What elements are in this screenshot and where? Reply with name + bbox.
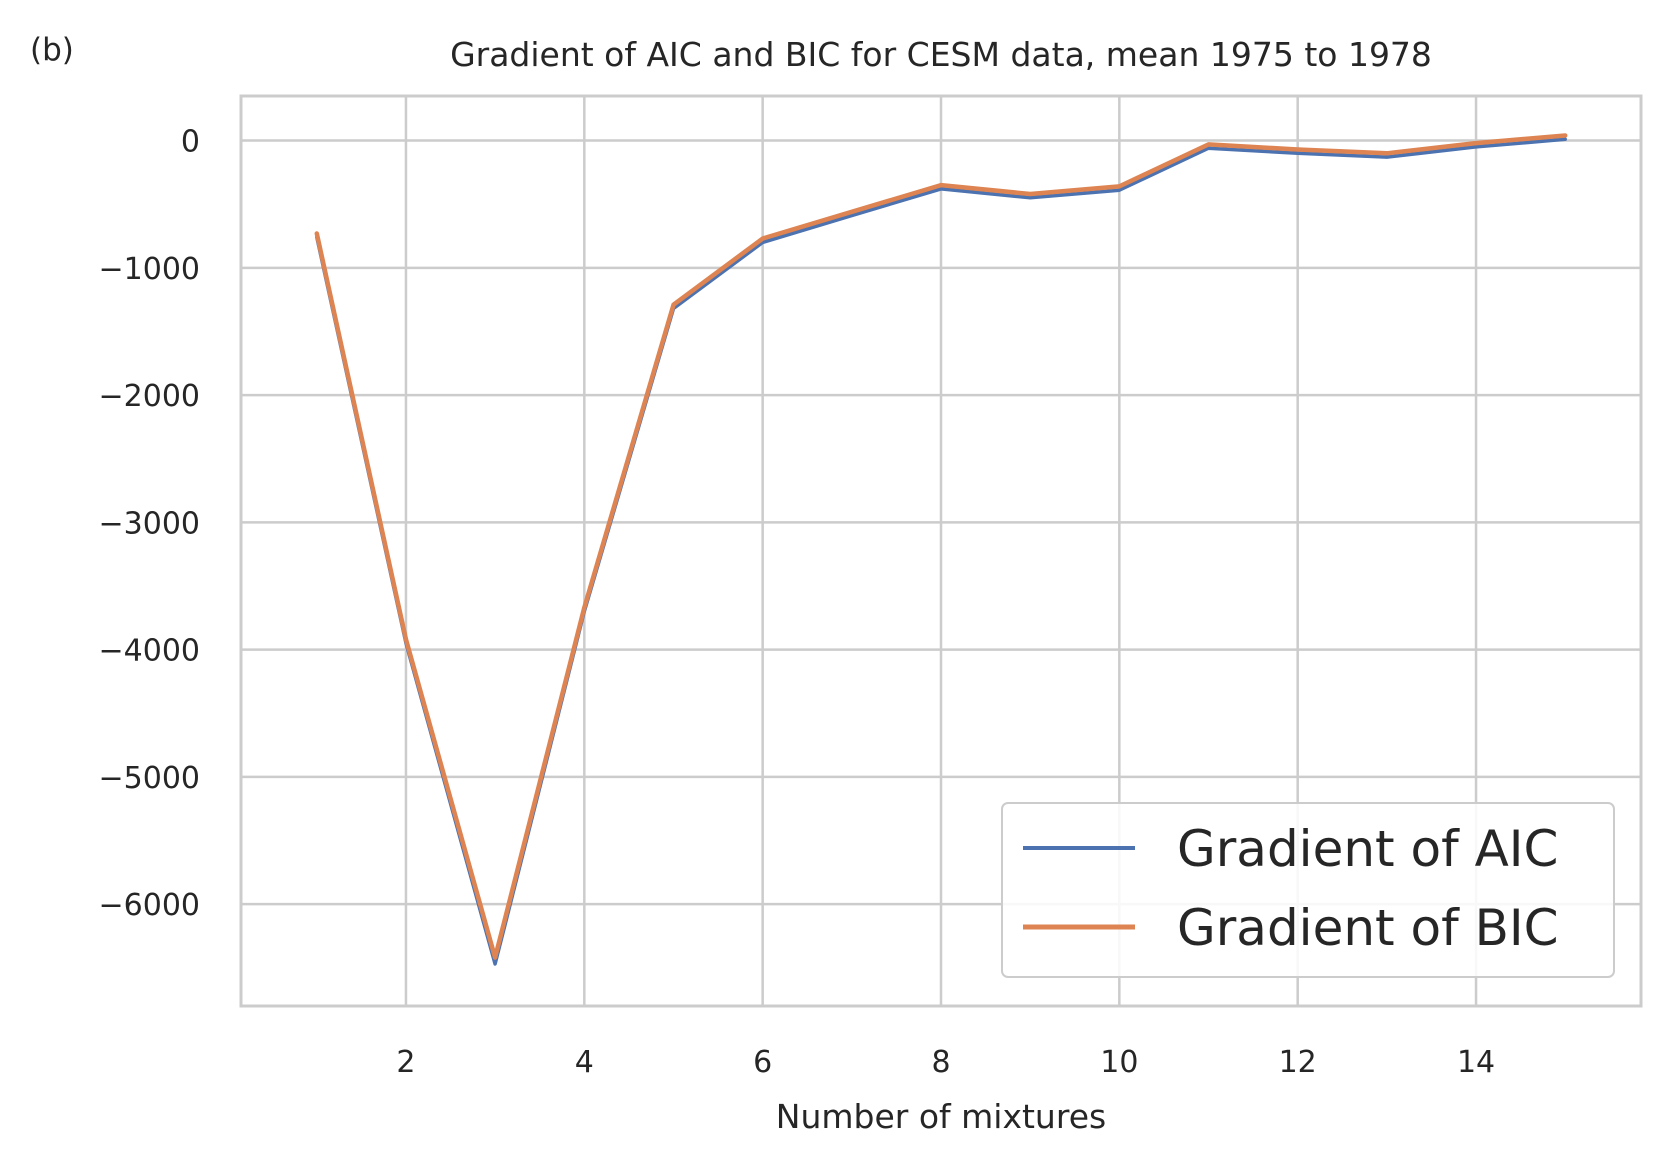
- y-axis-ticks: 0 −1000 −2000 −3000 −4000 −5000 −6000: [99, 125, 200, 924]
- x-tick-label: 12: [1279, 1045, 1317, 1080]
- y-tick-label: −1000: [99, 252, 200, 287]
- x-axis-label: Number of mixtures: [776, 1097, 1106, 1136]
- legend-label-aic: Gradient of AIC: [1177, 820, 1558, 878]
- x-tick-label: 2: [396, 1045, 415, 1080]
- legend-label-bic: Gradient of BIC: [1177, 899, 1559, 957]
- x-tick-label: 14: [1457, 1045, 1495, 1080]
- y-tick-label: 0: [181, 125, 200, 160]
- x-tick-label: 8: [931, 1045, 950, 1080]
- y-tick-label: −6000: [99, 888, 200, 923]
- legend-box: [1001, 802, 1615, 978]
- plot-frame: [239, 94, 1643, 1008]
- x-tick-label: 4: [575, 1045, 594, 1080]
- series-line-bic: [314, 133, 1568, 960]
- legend: Gradient of AIC Gradient of BIC: [1001, 802, 1615, 978]
- y-tick-label: −4000: [99, 634, 200, 669]
- x-tick-label: 6: [753, 1045, 772, 1080]
- y-tick-label: −3000: [99, 506, 200, 541]
- chart-title: Gradient of AIC and BIC for CESM data, m…: [450, 35, 1432, 74]
- panel-label: (b): [30, 32, 74, 68]
- series-lines: [314, 133, 1568, 966]
- x-tick-label: 10: [1100, 1045, 1138, 1080]
- x-axis-ticks: 2 4 6 8 10 12 14: [396, 1045, 1495, 1080]
- y-tick-label: −2000: [99, 379, 200, 414]
- y-tick-label: −5000: [99, 761, 200, 796]
